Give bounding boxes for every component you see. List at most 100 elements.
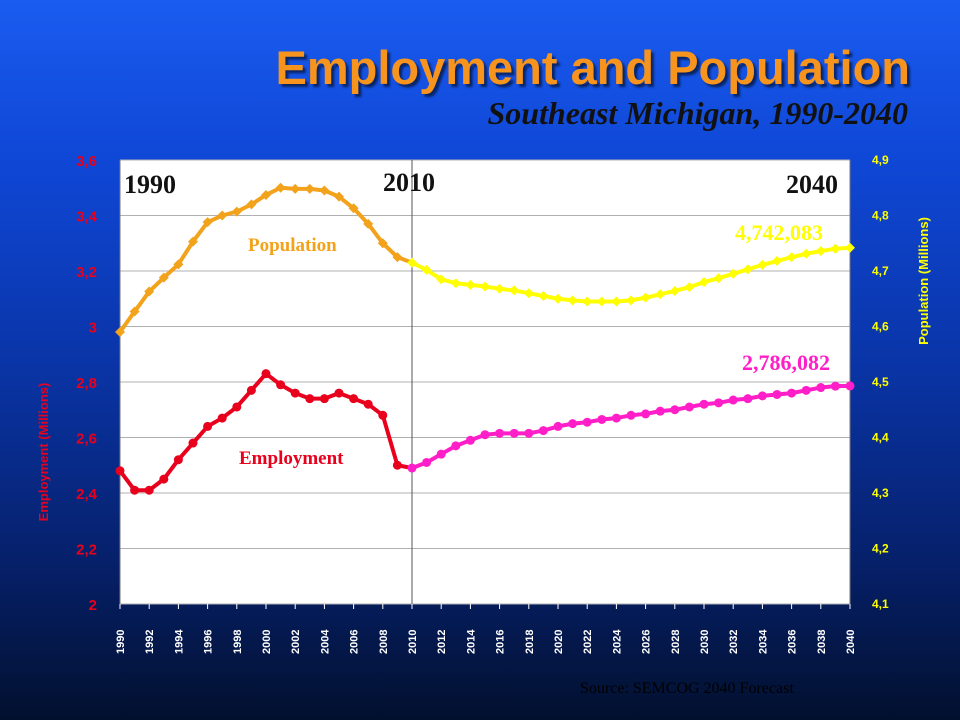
employment-point [845,381,855,391]
population-point [465,279,476,290]
population-line-segment [351,206,371,226]
x-tick-label: 2014 [465,629,477,654]
series-label-population: Population [248,235,337,256]
series-layer [115,182,855,495]
employment-point [743,394,753,404]
population-point [436,274,447,285]
population-point [742,264,753,275]
x-tick-label: 2000 [261,630,273,654]
left-tick-label: 2,2 [76,542,97,559]
population-point [582,296,593,307]
population-point [713,273,724,284]
x-tick-label: 2032 [728,630,740,654]
population-point [567,295,578,306]
population-point [596,296,607,307]
population-point [699,277,709,288]
x-axis-ticks: 1990 1992 1994 1996 1998 2000 2002 2004 2006 2008… [115,604,857,654]
population-point [626,295,636,306]
employment-point [246,385,256,395]
employment-point [159,474,169,484]
population-point [129,306,140,317]
x-tick-label: 2030 [699,630,711,654]
chart-subtitle: Southeast Michigan, 1990-2040 [487,95,908,131]
employment-point [115,466,125,476]
right-tick-label: 4,4 [872,431,889,445]
employment-point [217,413,227,423]
right-axis-label: Population (Millions) [916,217,931,345]
employment-point [130,485,140,495]
population-line-segment [176,239,195,267]
employment-point [319,394,329,404]
population-point [801,248,812,259]
right-tick-label: 4,2 [872,542,889,556]
population-point [655,289,666,300]
population-point [830,243,841,254]
population-point [348,203,359,214]
right-tick-label: 4,5 [872,375,889,389]
population-point [290,183,301,194]
x-tick-label: 1990 [115,630,127,654]
population-point [845,242,855,253]
employment-point [363,399,373,409]
population-point [275,182,286,193]
employment-point [232,402,242,412]
population-point [553,293,563,304]
employment-point [641,409,651,419]
left-tick-label: 2 [89,597,97,614]
population-point [261,189,271,200]
employment-point [699,399,709,409]
population-line-segment [118,309,137,335]
employment-point [568,419,578,429]
x-tick-label: 2040 [845,630,857,654]
employment-point [261,369,271,379]
employment-point [597,414,607,424]
employment-point [188,438,198,448]
population-point [450,278,461,289]
left-tick-label: 3,6 [76,153,97,170]
employment-point [787,388,797,398]
population-point [158,272,169,283]
employment-point [480,430,490,440]
x-tick-label: 2034 [757,629,769,654]
employment-point [451,441,461,451]
x-tick-label: 1996 [203,630,215,654]
employment-point [553,421,563,431]
population-point [480,281,490,292]
x-tick-label: 2002 [290,630,302,654]
x-tick-label: 1998 [232,630,244,654]
x-tick-label: 2012 [436,630,448,654]
population-point [377,238,388,249]
population-line-segment [366,221,385,246]
x-tick-label: 2038 [816,630,828,654]
x-tick-label: 2016 [495,630,507,654]
x-tick-label: 2010 [407,630,419,654]
employment-point [626,410,636,420]
population-point [815,246,826,257]
population-point [523,288,534,299]
employment-point [509,428,519,438]
employment-point [173,455,183,465]
annotation-year-2010: 2010 [383,168,435,197]
x-tick-label: 2008 [378,630,390,654]
population-point [304,183,315,194]
employment-point [144,485,154,495]
employment-point [407,463,417,473]
employment-point [816,383,826,393]
employment-point [290,388,300,398]
employment-point [276,380,286,390]
left-tick-label: 3,2 [76,264,97,281]
right-tick-label: 4,7 [872,264,889,278]
employment-line-segment [380,413,400,468]
employment-point [203,421,213,431]
right-tick-label: 4,1 [872,597,889,611]
right-tick-label: 4,6 [872,320,889,334]
left-axis-ticks: 2 2,2 2,4 2,6 2,8 3 3,2 3,4 3,6 [76,153,98,614]
x-tick-label: 1994 [173,629,185,654]
employment-point [728,395,738,405]
employment-point [305,394,315,404]
x-tick-label: 2020 [553,630,565,654]
x-tick-label: 2004 [319,629,331,654]
population-end-value: 4,742,083 [735,220,823,245]
x-tick-label: 2036 [787,630,799,654]
